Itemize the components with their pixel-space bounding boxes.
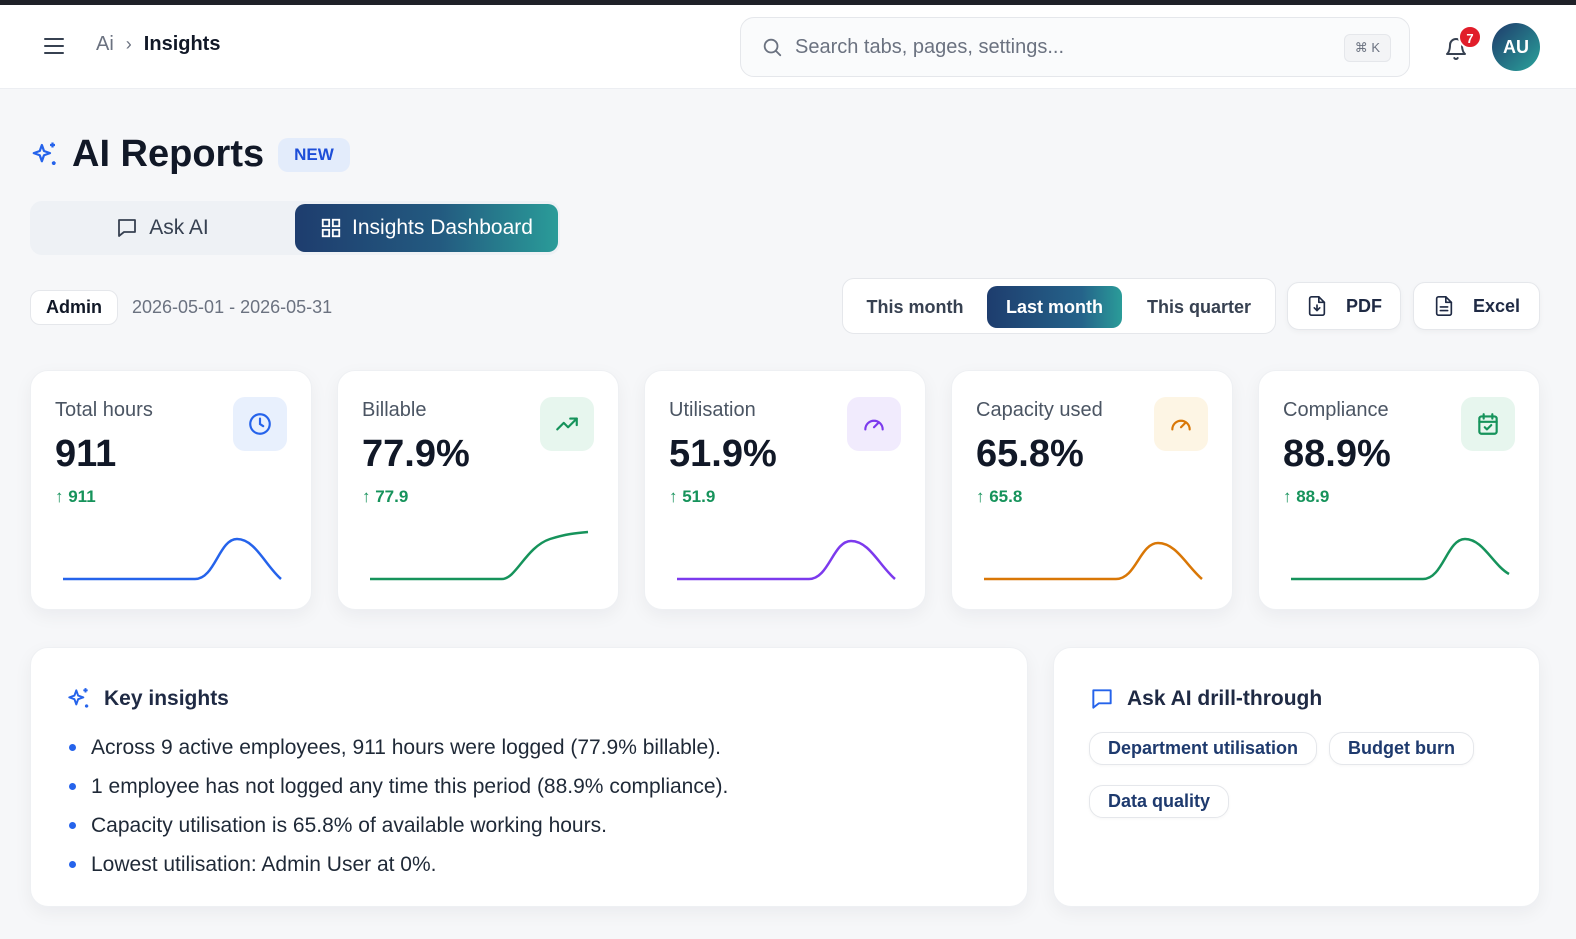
list-item: Across 9 active employees, 911 hours wer…	[69, 728, 728, 767]
tab-ask-ai[interactable]: Ask AI	[33, 204, 291, 252]
period-this-month[interactable]: This month	[866, 297, 964, 317]
kpi-label: Billable	[362, 399, 427, 421]
new-badge: NEW	[278, 137, 350, 172]
bullet-icon	[69, 861, 76, 868]
scope-badge: Admin	[30, 290, 118, 325]
panel-title: Ask AI drill-through	[1127, 687, 1323, 710]
kpi-card-compliance: Compliance 88.9% ↑ 88.9	[1258, 370, 1540, 610]
chat-icon	[1092, 689, 1112, 709]
tab-insights-dashboard[interactable]: Insights Dashboard	[295, 204, 558, 252]
export-label: PDF	[1346, 295, 1382, 316]
kpi-label: Capacity used	[976, 399, 1103, 421]
view-tabs: Ask AI Insights Dashboard	[30, 201, 560, 255]
sparkline	[677, 539, 896, 581]
panel-title: Key insights	[104, 687, 229, 710]
period-this-quarter[interactable]: This quarter	[1146, 297, 1252, 317]
chip-budget-burn[interactable]: Budget burn	[1329, 732, 1475, 765]
notification-badge: 7	[1458, 25, 1482, 49]
sparkles-icon	[32, 142, 56, 165]
avatar[interactable]: AU	[1492, 23, 1540, 71]
kpi-card-total-hours: Total hours 911 ↑ 911	[30, 370, 312, 610]
grid-icon	[321, 218, 341, 238]
top-bar: Ai › Insights ⌘ K 7 AU	[0, 5, 1576, 89]
report-scope: Admin 2026-05-01 - 2026-05-31	[30, 290, 332, 325]
chip-department-utilisation[interactable]: Department utilisation	[1089, 732, 1318, 765]
insight-text: Lowest utilisation: Admin User at 0%.	[91, 852, 437, 876]
kpi-value: 88.9%	[1283, 433, 1391, 475]
kpi-delta: ↑ 77.9	[362, 487, 409, 506]
insight-text: Capacity utilisation is 65.8% of availab…	[91, 813, 607, 837]
gauge-icon	[1154, 397, 1208, 451]
kpi-card-utilisation: Utilisation 51.9% ↑ 51.9	[644, 370, 926, 610]
bell-icon[interactable]	[1444, 37, 1468, 61]
breadcrumb-current: Insights	[143, 33, 221, 55]
tab-label: Ask AI	[149, 216, 209, 239]
sparkline	[1291, 537, 1510, 581]
breadcrumb-root[interactable]: Ai	[96, 33, 114, 55]
export-label: Excel	[1472, 295, 1521, 316]
bullet-icon	[69, 822, 76, 829]
date-range: 2026-05-01 - 2026-05-31	[132, 297, 333, 317]
sparkles-icon	[68, 688, 89, 708]
key-insights-panel: Key insights Across 9 active employees, …	[30, 647, 1028, 907]
insight-text: 1 employee has not logged any time this …	[91, 774, 729, 798]
kpi-value: 911	[55, 433, 117, 475]
panel-header: Key insights	[66, 686, 229, 712]
spreadsheet-icon	[1435, 296, 1453, 316]
search-box[interactable]: ⌘ K	[740, 17, 1410, 77]
sparkline	[63, 537, 282, 581]
bullet-icon	[69, 783, 76, 790]
kpi-delta: ↑ 88.9	[1283, 487, 1330, 506]
sparkline	[370, 530, 589, 581]
search-input[interactable]	[795, 35, 1315, 59]
kpi-delta: ↑ 51.9	[669, 487, 716, 506]
kpi-value: 51.9%	[669, 433, 777, 475]
chevron-right-icon: ›	[125, 34, 132, 54]
insight-list: Across 9 active employees, 911 hours wer…	[69, 728, 728, 884]
list-item: Capacity utilisation is 65.8% of availab…	[69, 806, 728, 845]
kpi-value: 77.9%	[362, 433, 470, 475]
trending-up-icon	[540, 397, 594, 451]
list-item: 1 employee has not logged any time this …	[69, 767, 728, 806]
page-header: AI Reports NEW	[30, 133, 350, 176]
kpi-label: Total hours	[55, 399, 153, 421]
export-pdf-button[interactable]: PDF	[1287, 282, 1401, 330]
breadcrumb: Ai › Insights	[96, 33, 220, 56]
sparkline	[984, 541, 1203, 581]
panel-header: Ask AI drill-through	[1089, 686, 1322, 712]
period-last-month[interactable]: Last month	[987, 286, 1122, 328]
kpi-label: Utilisation	[669, 399, 756, 421]
clock-icon	[233, 397, 287, 451]
bullet-icon	[69, 744, 76, 751]
drill-through-panel: Ask AI drill-through Department utilisat…	[1053, 647, 1540, 907]
file-download-icon	[1308, 296, 1326, 316]
tab-label: Insights Dashboard	[352, 216, 533, 239]
calendar-check-icon	[1461, 397, 1515, 451]
chip-data-quality[interactable]: Data quality	[1089, 785, 1230, 818]
menu-icon[interactable]	[44, 38, 64, 54]
insight-text: Across 9 active employees, 911 hours wer…	[91, 735, 721, 759]
kpi-card-capacity-used: Capacity used 65.8% ↑ 65.8	[951, 370, 1233, 610]
page-title: AI Reports	[72, 133, 265, 175]
kpi-value: 65.8%	[976, 433, 1084, 475]
kpi-delta: ↑ 911	[55, 487, 96, 506]
export-excel-button[interactable]: Excel	[1413, 282, 1540, 330]
gauge-icon	[847, 397, 901, 451]
drill-chips: Department utilisation Budget burn Data …	[1089, 732, 1509, 818]
kpi-label: Compliance	[1283, 399, 1389, 421]
kpi-delta: ↑ 65.8	[976, 487, 1023, 506]
search-shortcut: ⌘ K	[1343, 34, 1391, 62]
search-icon	[763, 38, 782, 57]
chat-icon	[118, 219, 137, 237]
kpi-card-billable: Billable 77.9% ↑ 77.9	[337, 370, 619, 610]
period-selector: This month Last month This quarter	[842, 278, 1276, 334]
list-item: Lowest utilisation: Admin User at 0%.	[69, 845, 728, 884]
